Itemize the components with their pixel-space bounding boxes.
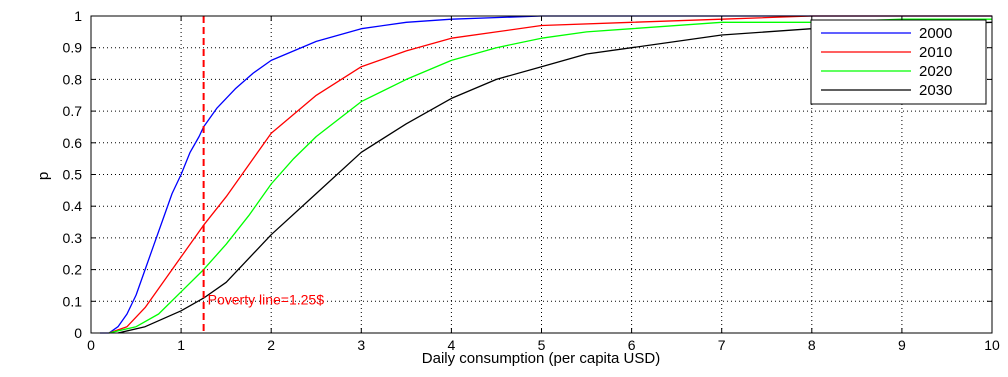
series-line-2020 bbox=[108, 18, 992, 334]
legend: 2000 2010 2020 2030 bbox=[810, 19, 987, 105]
y-tick-label: 0.6 bbox=[63, 135, 83, 151]
x-tick-label: 5 bbox=[538, 337, 546, 353]
axes-layer: 0 1 2 3 4 5 6 7 8 9 10 0 0.1 0.2 0.3 0.4 0.5 0.6 0.7 0.8 0.9… bbox=[63, 8, 1000, 353]
x-tick-label: 9 bbox=[898, 337, 906, 353]
y-tick-label: 0.7 bbox=[63, 103, 83, 119]
x-axis-label: Daily consumption (per capita USD) bbox=[422, 350, 660, 367]
legend-label: 2000 bbox=[919, 25, 952, 42]
plot-frame bbox=[90, 15, 993, 334]
series-line-2000 bbox=[100, 15, 992, 334]
y-tick-label: 0.5 bbox=[63, 167, 83, 183]
x-tick-label: 8 bbox=[808, 337, 816, 353]
x-tick-label: 10 bbox=[984, 337, 1000, 353]
legend-label: 2010 bbox=[919, 44, 952, 61]
x-tick-label: 3 bbox=[357, 337, 365, 353]
series-layer bbox=[100, 15, 993, 334]
y-tick-label: 0.4 bbox=[63, 198, 83, 214]
y-tick-label: 0.8 bbox=[63, 71, 83, 87]
y-tick-label: 0.3 bbox=[63, 230, 83, 246]
poverty-line-label: Poverty line=1.25$ bbox=[208, 291, 325, 307]
x-tick-label: 2 bbox=[267, 337, 275, 353]
y-tick-label: 0.2 bbox=[63, 262, 83, 278]
y-tick-label: 0.9 bbox=[63, 40, 83, 56]
y-tick-label: 0.1 bbox=[63, 293, 83, 309]
y-tick-label: 0 bbox=[74, 325, 82, 341]
x-tick-label: 0 bbox=[87, 337, 95, 353]
series-line-2010 bbox=[108, 15, 992, 334]
x-tick-label: 4 bbox=[448, 337, 456, 353]
y-tick-label: 1 bbox=[74, 8, 82, 24]
series-line-2030 bbox=[117, 21, 993, 334]
y-axis-label: p bbox=[35, 172, 52, 180]
x-tick-label: 6 bbox=[628, 337, 636, 353]
annotation-layer: Poverty line=1.25$ bbox=[202, 16, 325, 333]
x-tick-label: 1 bbox=[177, 337, 185, 353]
legend-label: 2020 bbox=[919, 63, 952, 80]
x-tick-label: 7 bbox=[718, 337, 726, 353]
legend-label: 2030 bbox=[919, 82, 952, 99]
